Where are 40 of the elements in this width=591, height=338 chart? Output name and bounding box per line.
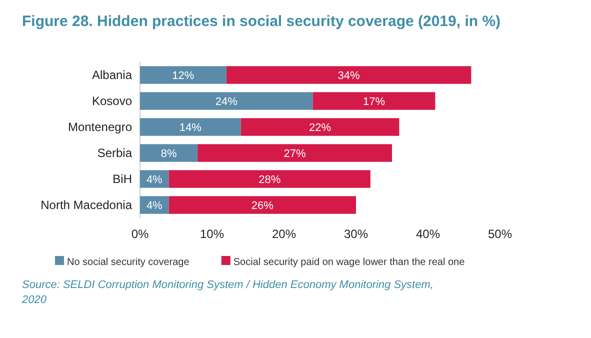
data-label: 24% [215,96,238,108]
source-note: Source: SELDI Corruption Monitoring System / Hidden Economy Monitoring System, 2020 [21,279,434,306]
x-tick-label: 50% [488,227,512,241]
bar [140,118,241,136]
bar [240,118,400,136]
legend-label: No social security coverage [67,257,190,268]
y-tick-label: North Macedonia [40,198,132,212]
x-tick-label: 10% [200,227,224,241]
x-tick-label: 0% [131,227,149,241]
chart-title: Figure 28. Hidden practices in social security coverage (2019, in %) [22,13,501,30]
y-tick-label: Albania [92,68,132,82]
data-label: 12% [172,70,194,82]
bar [168,196,356,214]
bar [140,92,313,110]
bar [140,196,169,214]
x-tick-label: 30% [344,227,368,241]
bar [198,144,392,162]
bar [226,66,472,84]
data-label: 26% [251,200,274,212]
data-label: 27% [284,148,306,160]
bar [168,170,370,188]
bar [140,144,198,162]
x-tick-label: 20% [272,227,296,241]
y-tick-label: Kosovo [92,94,132,108]
data-label: 4% [146,200,163,212]
bar [140,170,169,188]
data-label: 4% [146,174,163,186]
x-tick-label: 40% [416,227,440,241]
data-label: 28% [258,174,281,186]
data-label: 17% [362,96,386,108]
bar [140,66,226,84]
y-tick-label: BiH [112,172,132,186]
y-tick-label: Montenegro [68,120,132,134]
bar [312,92,436,110]
data-label: 8% [160,148,177,160]
legend-label: Social security paid on wage lower than the real one [233,257,466,268]
data-label: 34% [338,70,360,82]
data-label: 22% [308,122,332,134]
data-label: 14% [179,122,202,134]
y-tick-label: Serbia [97,146,132,160]
